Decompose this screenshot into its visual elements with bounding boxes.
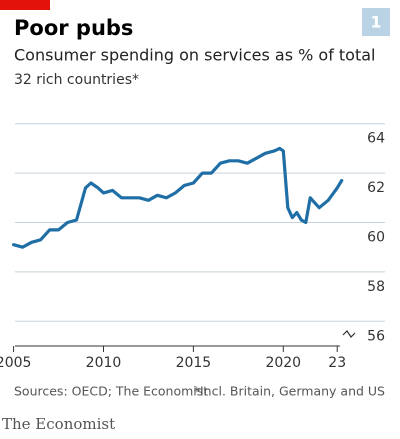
source: Sources: OECD; The Economist [14, 384, 208, 399]
y-tick-label: 64 [367, 131, 385, 147]
x-tick-label: 2015 [176, 355, 212, 371]
red-tag [0, 0, 50, 10]
line [12, 146, 344, 249]
x-tick-label: 2020 [265, 355, 301, 371]
y-tick-label: 62 [367, 180, 385, 196]
note: 32 rich countries* [14, 72, 139, 88]
badge: 1 [370, 13, 381, 32]
brand: The Economist [2, 415, 115, 433]
x-tick-label: 2010 [86, 355, 122, 371]
x-tick-label: 2005 [0, 355, 31, 371]
footnote: *Incl. Britain, Germany and US [194, 384, 385, 399]
axis-break [342, 330, 356, 338]
subtitle: Consumer spending on services as % of to… [14, 46, 376, 65]
y-tick-label: 58 [367, 279, 385, 295]
y-tick-label: 56 [367, 328, 385, 344]
y-tick-label: 60 [367, 230, 385, 246]
chart-title: Poor pubs [14, 16, 133, 40]
badge-box [362, 8, 390, 36]
x-tick-label: 23 [328, 355, 346, 371]
